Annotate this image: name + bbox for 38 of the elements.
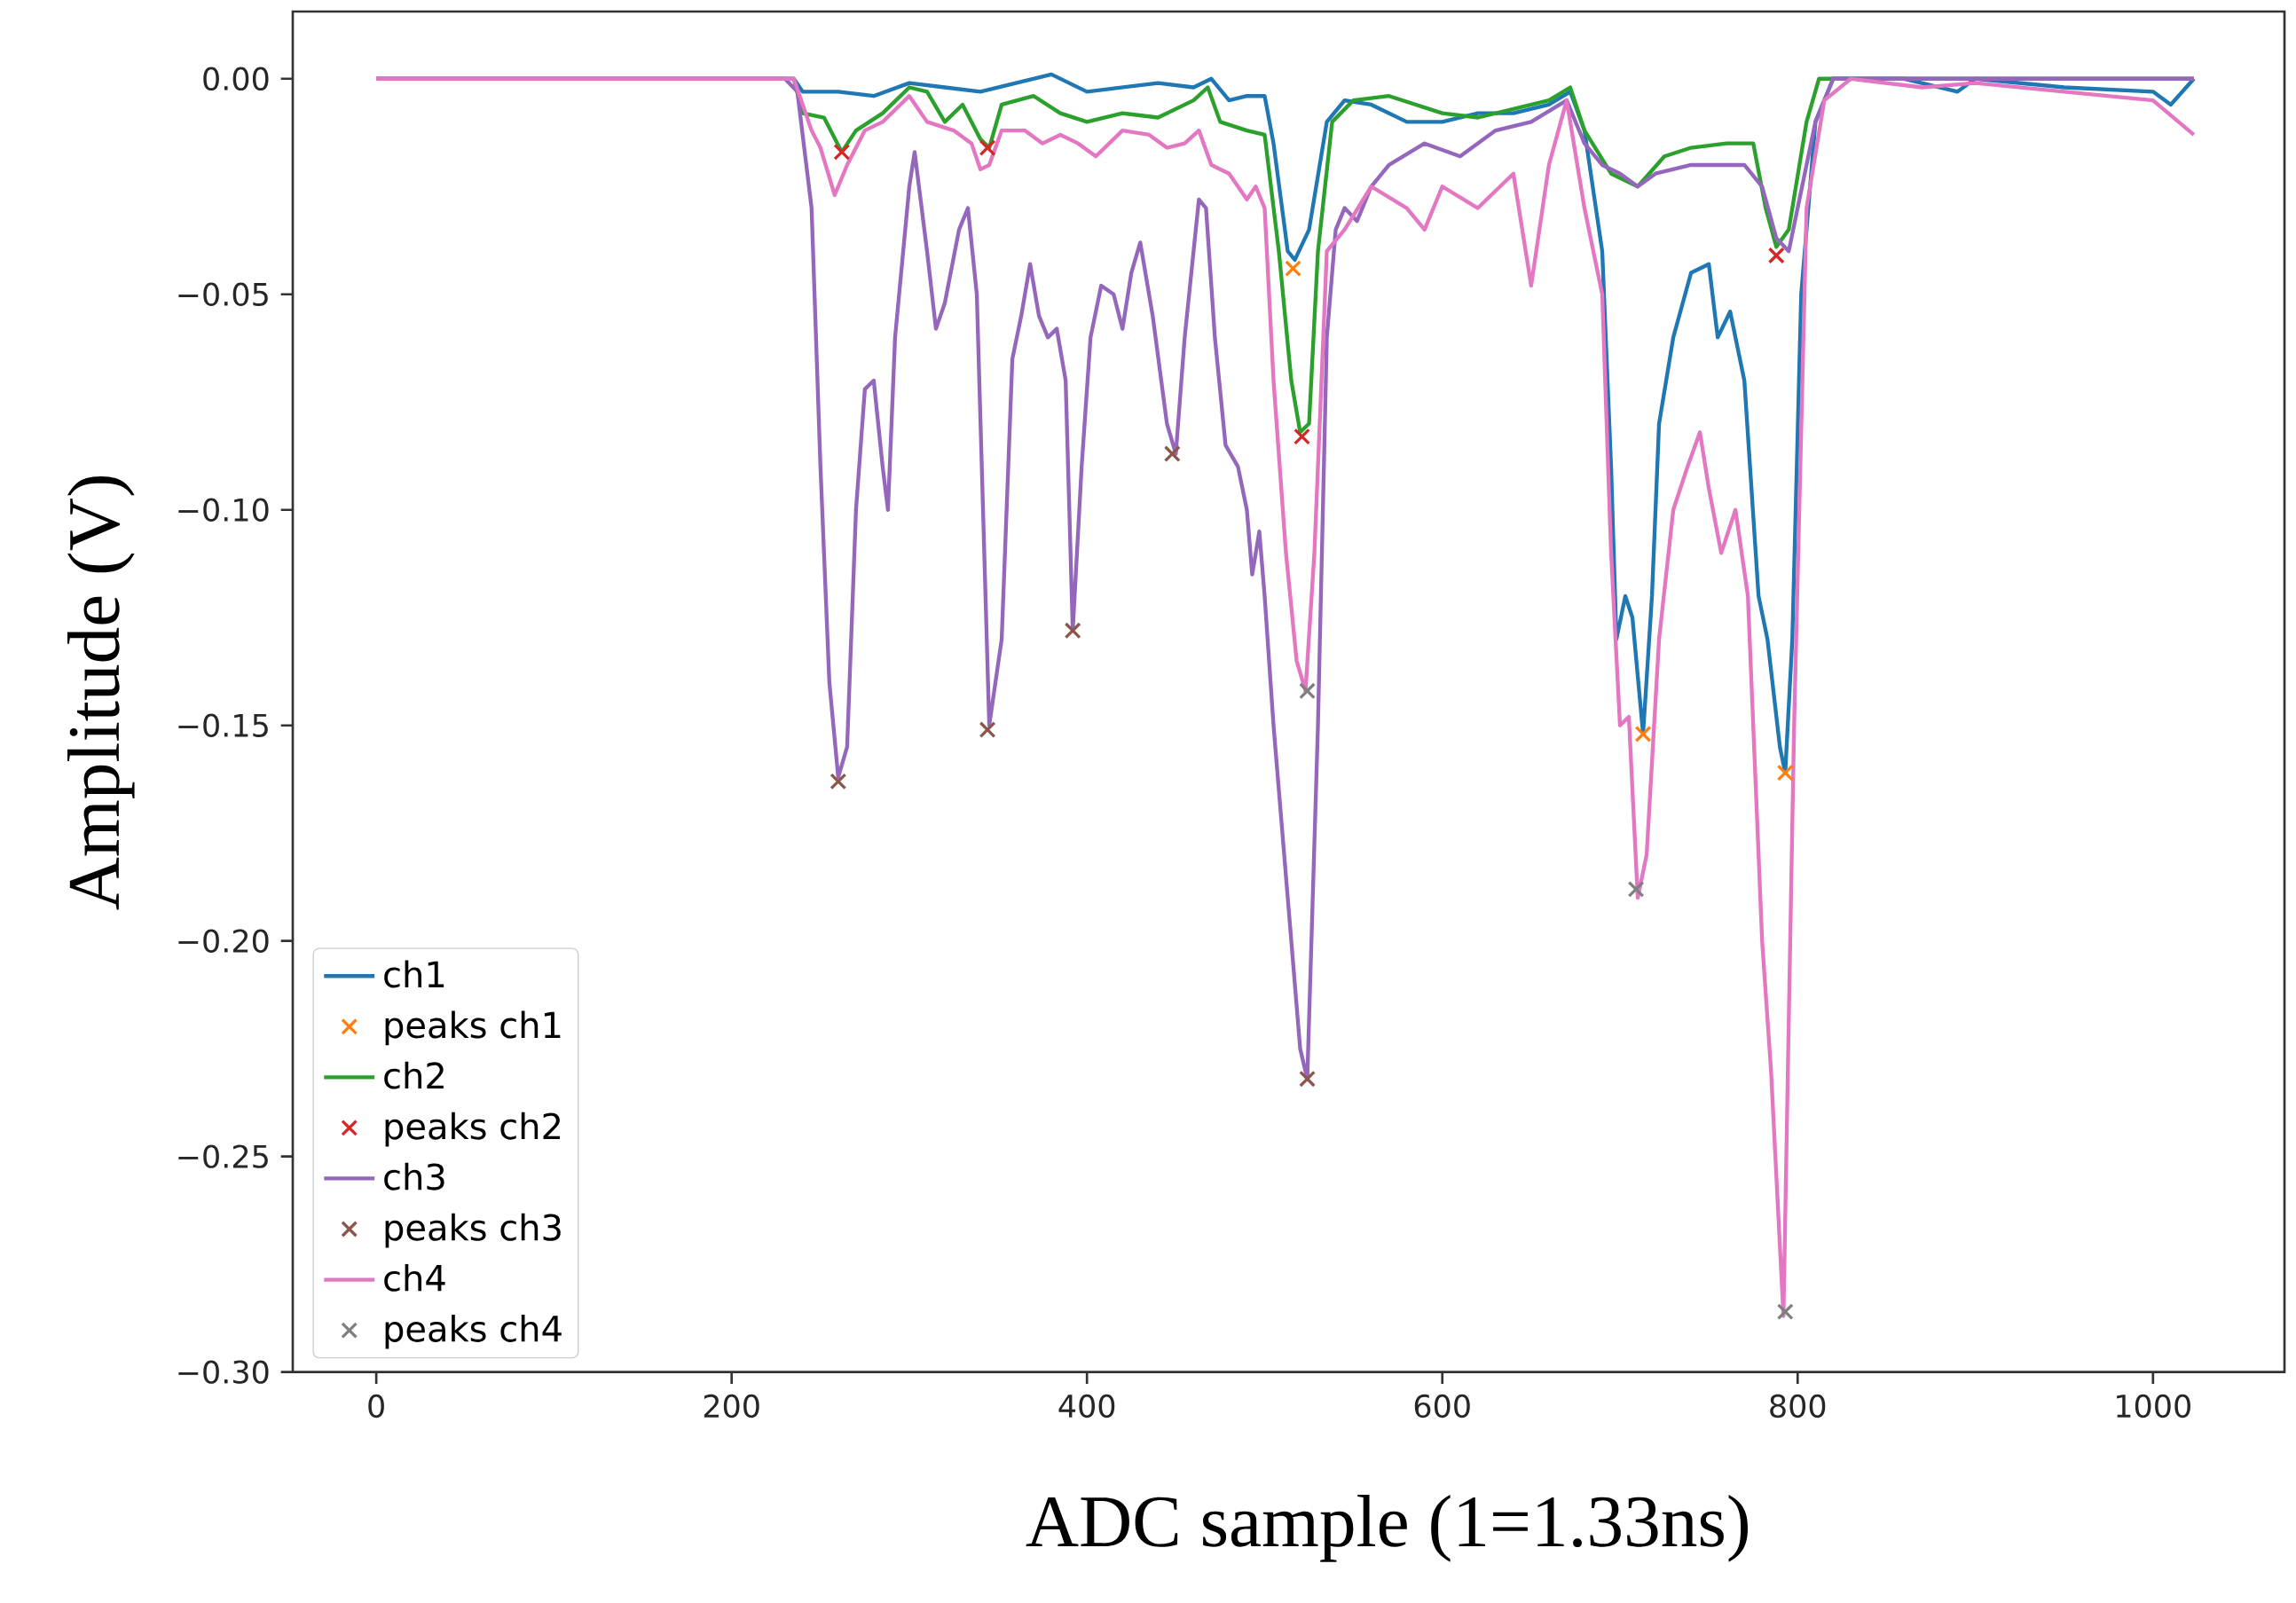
point xyxy=(1299,1070,1316,1088)
y-tick-label: −0.20 xyxy=(178,929,269,953)
point xyxy=(1627,880,1645,898)
y-tick-label: −0.10 xyxy=(178,498,269,522)
legend-label: peaks ch4 xyxy=(385,1314,562,1349)
x-axis-title: ADC sample (1=1.33ns) xyxy=(1026,1495,1748,1562)
x-tick-label: 600 xyxy=(1414,1394,1470,1418)
point xyxy=(1776,764,1794,782)
point xyxy=(1293,428,1310,445)
y-tick-label: −0.05 xyxy=(178,282,268,306)
point xyxy=(830,773,847,790)
x-tick-label: 1000 xyxy=(2117,1394,2190,1418)
y-tick-label: −0.15 xyxy=(178,713,268,737)
legend-label: ch2 xyxy=(384,1061,444,1089)
y-tick-label: −0.30 xyxy=(178,1360,269,1384)
y-tick-label: −0.25 xyxy=(178,1144,268,1168)
x-tick-label: 800 xyxy=(1770,1394,1826,1418)
legend-label: peaks ch1 xyxy=(385,1010,561,1046)
point xyxy=(833,143,851,161)
point xyxy=(1767,247,1785,264)
point xyxy=(979,139,996,156)
legend-label: ch3 xyxy=(384,1162,444,1190)
point xyxy=(1064,622,1081,640)
y-axis-title: Amplitude (V) xyxy=(67,475,135,910)
point xyxy=(1634,725,1652,743)
point xyxy=(1299,682,1316,700)
point xyxy=(979,721,996,739)
y-tick-label: 0.00 xyxy=(203,67,269,90)
x-tick-label: 400 xyxy=(1058,1394,1115,1418)
point xyxy=(1163,445,1181,463)
legend-label: peaks ch3 xyxy=(385,1213,561,1248)
point xyxy=(1285,260,1301,278)
legend-label: ch4 xyxy=(384,1263,445,1292)
x-tick-label: 200 xyxy=(704,1394,759,1418)
x-tick-label: 0 xyxy=(368,1394,384,1418)
point xyxy=(1776,1303,1794,1321)
legend-label: peaks ch2 xyxy=(385,1112,561,1147)
legend-label: ch1 xyxy=(384,960,444,988)
